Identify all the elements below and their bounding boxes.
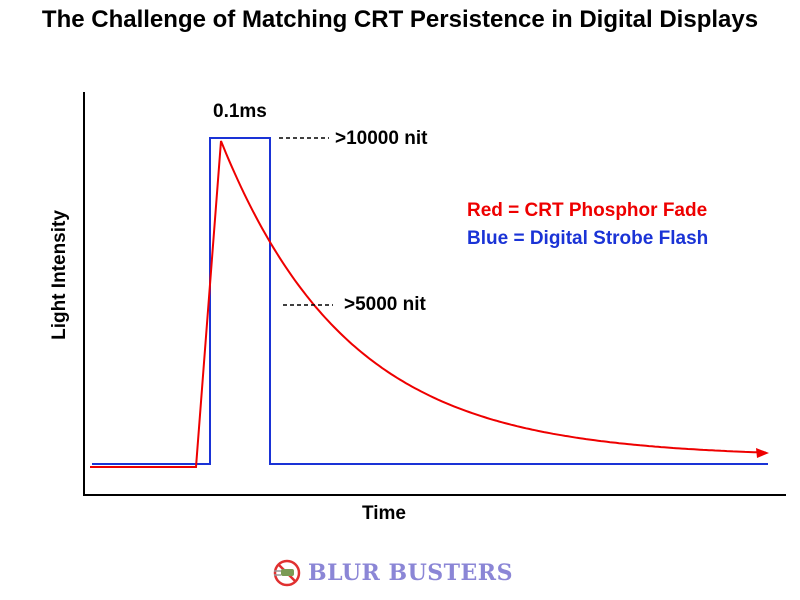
logo-icon (273, 559, 301, 587)
red-arrowhead (756, 448, 769, 458)
legend: Red = CRT Phosphor Fade Blue = Digital S… (467, 197, 708, 253)
logo-text: BLUR BUSTERS (308, 560, 513, 586)
series-red-crt (90, 140, 767, 468)
peak-level-label: >10000 nit (335, 128, 428, 149)
half-level-label: >5000 nit (344, 294, 426, 315)
y-axis-label: Light Intensity (49, 210, 70, 340)
blur-busters-logo: BLUR BUSTERS (272, 558, 513, 588)
x-axis-label: Time (362, 503, 407, 524)
legend-entry-blue: Blue = Digital Strobe Flash (467, 228, 709, 249)
chart-title: The Challenge of Matching CRT Persistenc… (41, 6, 759, 33)
pulse-width-label: 0.1ms (213, 101, 267, 122)
legend-entry-red: Red = CRT Phosphor Fade (467, 200, 708, 221)
series-blue-strobe (92, 137, 768, 465)
